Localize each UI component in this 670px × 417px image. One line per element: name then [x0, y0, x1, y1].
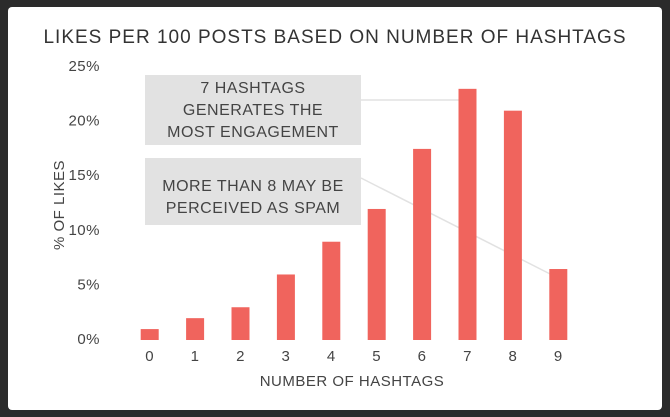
bar — [458, 88, 477, 340]
y-axis-label: % OF LIKES — [51, 160, 68, 250]
y-tick-label: 10% — [68, 222, 100, 239]
x-tick-label: 8 — [508, 348, 517, 365]
bar — [140, 329, 159, 340]
y-tick-label: 20% — [68, 113, 100, 130]
x-tick-label: 5 — [372, 348, 381, 365]
y-tick-label: 0% — [77, 331, 100, 348]
annotation-text: 7 HASHTAGS — [200, 80, 305, 97]
y-tick-label: 25% — [68, 58, 100, 75]
x-tick-label: 6 — [418, 348, 427, 365]
x-tick-label: 7 — [463, 348, 472, 365]
annotation-text: PERCEIVED AS SPAM — [166, 200, 340, 217]
annotation-text: MORE THAN 8 MAY BE — [162, 178, 343, 195]
bar — [186, 318, 205, 340]
bar — [503, 110, 522, 341]
annotation-box — [145, 158, 361, 225]
annotation-text: MOST ENGAGEMENT — [167, 124, 339, 141]
x-axis-label: NUMBER OF HASHTAGS — [260, 373, 445, 390]
x-tick-label: 0 — [145, 348, 154, 365]
bar — [322, 241, 341, 340]
annotation-box — [145, 75, 361, 145]
bar — [276, 274, 295, 340]
x-tick-label: 4 — [327, 348, 336, 365]
x-tick-label: 3 — [281, 348, 290, 365]
bar — [549, 269, 568, 340]
bar — [413, 148, 432, 340]
annotation-text: GENERATES THE — [183, 102, 323, 119]
x-tick-label: 9 — [554, 348, 563, 365]
bar — [367, 208, 386, 340]
x-tick-label: 2 — [236, 348, 245, 365]
y-tick-label: 5% — [77, 276, 100, 293]
chart-title: LIKES PER 100 POSTS BASED ON NUMBER OF H… — [43, 27, 626, 48]
y-tick-label: 15% — [68, 167, 100, 184]
bar — [231, 307, 250, 340]
x-tick-label: 1 — [191, 348, 200, 365]
